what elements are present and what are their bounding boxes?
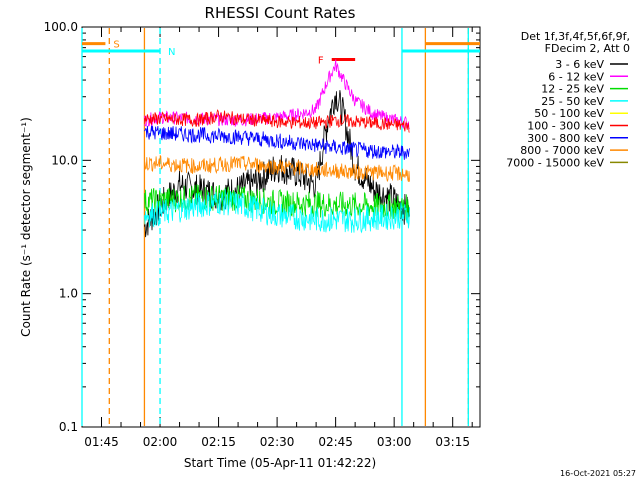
legend-header-line-1: Det 1f,3f,4f,5f,6f,9f, bbox=[521, 30, 630, 43]
x-axis-ticks: 01:45 02:00 02:15 02:30 02:45 03:00 03:15 bbox=[84, 27, 473, 449]
y-tick-label: 0.1 bbox=[59, 420, 78, 434]
x-tick-label: 02:45 bbox=[318, 435, 353, 449]
x-tick-label: 02:00 bbox=[143, 435, 178, 449]
x-tick-label: 03:15 bbox=[435, 435, 470, 449]
y-axis-ticks: 0.1 1.0 10.0 100.0 bbox=[44, 20, 480, 434]
series-lines bbox=[144, 59, 410, 238]
legend-entry-label: 12 - 25 keV bbox=[541, 83, 604, 96]
time-interval-markers bbox=[81, 28, 469, 426]
legend-entry-label: 6 - 12 keV bbox=[548, 70, 604, 83]
generation-timestamp: 16-Oct-2021 05:27 bbox=[560, 469, 636, 478]
x-tick-label: 02:30 bbox=[260, 435, 295, 449]
x-tick-label: 03:00 bbox=[377, 435, 412, 449]
legend-header-line-2: FDecim 2, Att 0 bbox=[545, 42, 630, 55]
flag-label: F bbox=[318, 56, 324, 67]
legend-entry-label: 300 - 800 keV bbox=[527, 132, 604, 145]
legend-entry-label: 25 - 50 keV bbox=[541, 95, 604, 108]
legend-entry-label: 800 - 7000 keV bbox=[520, 144, 604, 157]
series-line bbox=[144, 154, 410, 183]
x-axis-label: Start Time (05-Apr-11 01:42:22) bbox=[184, 456, 376, 470]
series-line bbox=[144, 189, 410, 234]
chart-title: RHESSI Count Rates bbox=[205, 4, 356, 22]
flag-label: S bbox=[113, 40, 119, 51]
y-tick-label: 1.0 bbox=[59, 287, 78, 301]
series-line bbox=[144, 125, 410, 160]
legend-entry-label: 50 - 100 keV bbox=[534, 107, 604, 120]
plot-frame bbox=[81, 26, 481, 428]
y-tick-label: 10.0 bbox=[51, 153, 78, 167]
legend-entry-label: 100 - 300 keV bbox=[527, 120, 604, 133]
legend-entry-label: 7000 - 15000 keV bbox=[506, 156, 604, 169]
flag-label: N bbox=[168, 47, 175, 58]
y-tick-label: 100.0 bbox=[44, 20, 78, 34]
legend: Det 1f,3f,4f,5f,6f,9f, FDecim 2, Att 0 3… bbox=[506, 30, 630, 169]
legend-entry-label: 3 - 6 keV bbox=[555, 58, 604, 71]
y-axis-label: Count Rate (s⁻¹ detector segment⁻¹) bbox=[19, 117, 33, 337]
flag-annotations: S N F bbox=[82, 40, 480, 67]
x-tick-label: 01:45 bbox=[84, 435, 119, 449]
x-tick-label: 02:15 bbox=[201, 435, 236, 449]
series-line bbox=[144, 109, 410, 133]
